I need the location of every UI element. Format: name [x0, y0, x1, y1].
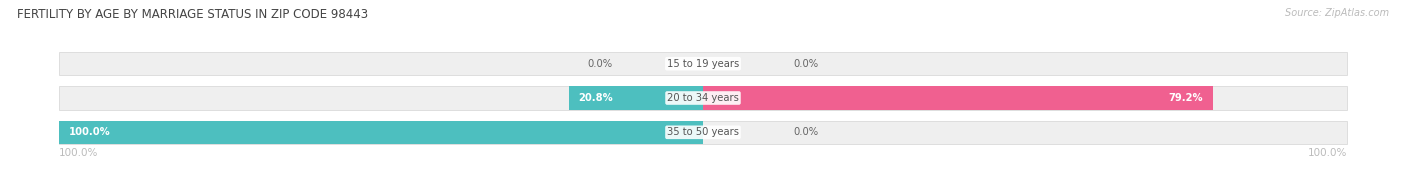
Text: FERTILITY BY AGE BY MARRIAGE STATUS IN ZIP CODE 98443: FERTILITY BY AGE BY MARRIAGE STATUS IN Z…	[17, 8, 368, 21]
Text: 100.0%: 100.0%	[59, 148, 98, 158]
Text: 20.8%: 20.8%	[579, 93, 613, 103]
Text: Source: ZipAtlas.com: Source: ZipAtlas.com	[1285, 8, 1389, 18]
Text: 20 to 34 years: 20 to 34 years	[666, 93, 740, 103]
Bar	[59, 121, 1347, 144]
Text: 100.0%: 100.0%	[69, 127, 111, 137]
Text: 35 to 50 years: 35 to 50 years	[666, 127, 740, 137]
Bar	[59, 52, 1347, 75]
Text: 0.0%: 0.0%	[588, 59, 613, 69]
Text: 0.0%: 0.0%	[793, 127, 818, 137]
Bar	[703, 86, 1213, 110]
Text: 0.0%: 0.0%	[793, 59, 818, 69]
Bar	[59, 86, 1347, 110]
Bar	[569, 86, 703, 110]
Bar	[59, 121, 703, 144]
Text: 79.2%: 79.2%	[1168, 93, 1204, 103]
Text: 100.0%: 100.0%	[1308, 148, 1347, 158]
Text: 15 to 19 years: 15 to 19 years	[666, 59, 740, 69]
